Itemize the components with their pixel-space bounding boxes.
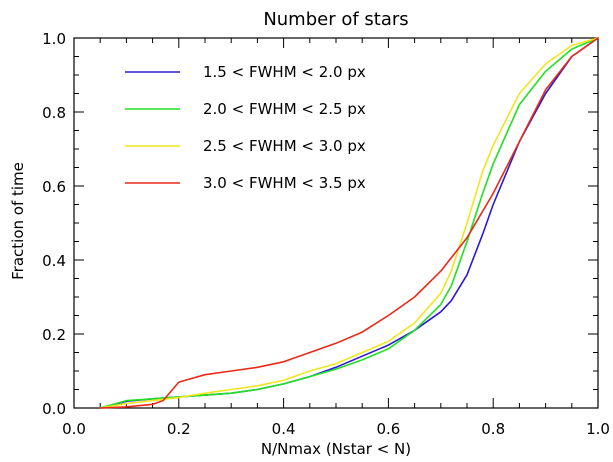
series-line-2 [99, 37, 599, 409]
legend-label-2: 2.0 < FWHM < 2.5 px [203, 100, 366, 118]
legend-label-3: 2.5 < FWHM < 3.0 px [203, 137, 366, 155]
x-tick-label: 0.2 [167, 420, 191, 438]
chart-title: Number of stars [263, 9, 408, 30]
series-line-1 [99, 37, 599, 409]
x-tick-label: 0.0 [62, 420, 86, 438]
plot-area: 0.0 0.2 0.4 0.6 0.8 1.0 0.0 0.2 0.4 0.6 0.8 1.0 1.5 … [42, 30, 610, 438]
y-tick-label: 0.6 [42, 178, 66, 196]
y-tick-label: 0.4 [42, 252, 66, 270]
y-tick-label: 0.8 [42, 104, 66, 122]
y-tick-label: 0.2 [42, 326, 66, 344]
series-line-4 [99, 37, 599, 409]
series-line-3 [99, 37, 599, 409]
x-tick-label: 0.4 [272, 420, 296, 438]
legend-label-1: 1.5 < FWHM < 2.0 px [203, 63, 366, 81]
y-tick-label: 1.0 [42, 30, 66, 48]
x-axis-label: N/Nmax (Nstar < N) [261, 440, 411, 458]
x-tick-label: 0.8 [481, 420, 505, 438]
x-tick-label: 1.0 [586, 420, 610, 438]
x-tick-label: 0.6 [376, 420, 400, 438]
y-tick-label: 0.0 [42, 400, 66, 418]
legend-label-4: 3.0 < FWHM < 3.5 px [203, 174, 366, 192]
y-axis-label: Fraction of time [9, 162, 27, 280]
